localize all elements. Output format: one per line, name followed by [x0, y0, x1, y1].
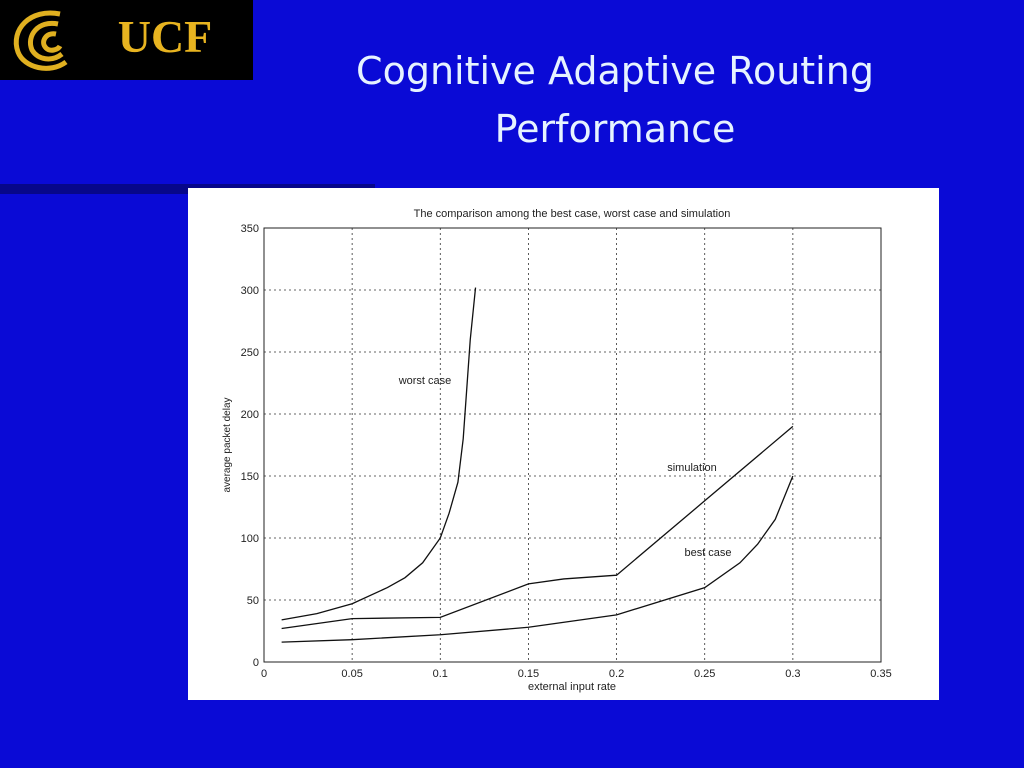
y-tick-label: 50 [247, 595, 259, 607]
logo-icon [13, 10, 68, 71]
x-tick-label: 0.15 [518, 668, 539, 680]
y-axis-label: average packet delay [222, 397, 233, 492]
logo-text: UCF [118, 11, 213, 62]
slide-title: Cognitive Adaptive Routing [356, 49, 874, 93]
y-tick-label: 350 [241, 223, 259, 235]
divider [0, 184, 375, 194]
series-label: best case [684, 547, 731, 559]
y-tick-label: 200 [241, 409, 259, 421]
x-tick-label: 0.1 [433, 668, 448, 680]
series-line [281, 425, 794, 630]
chart-title: The comparison among the best case, wors… [414, 208, 731, 220]
x-tick-label: 0.05 [341, 668, 362, 680]
x-tick-label: 0.25 [694, 668, 715, 680]
x-tick-label: 0.3 [785, 668, 800, 680]
series-line [281, 287, 477, 621]
y-tick-label: 300 [241, 285, 259, 297]
series-label: worst case [398, 375, 452, 387]
y-tick-label: 250 [241, 347, 259, 359]
chart-panel [188, 188, 939, 700]
series-label: simulation [667, 462, 717, 474]
x-tick-label: 0.35 [870, 668, 891, 680]
y-tick-label: 150 [241, 471, 259, 483]
slide-title: Performance [495, 107, 736, 151]
plot-frame [263, 227, 882, 663]
y-tick-label: 0 [253, 657, 259, 669]
x-axis-label: external input rate [528, 681, 616, 693]
x-tick-label: 0 [261, 668, 267, 680]
y-tick-label: 100 [241, 533, 259, 545]
x-tick-label: 0.2 [609, 668, 624, 680]
series-line [281, 475, 794, 643]
